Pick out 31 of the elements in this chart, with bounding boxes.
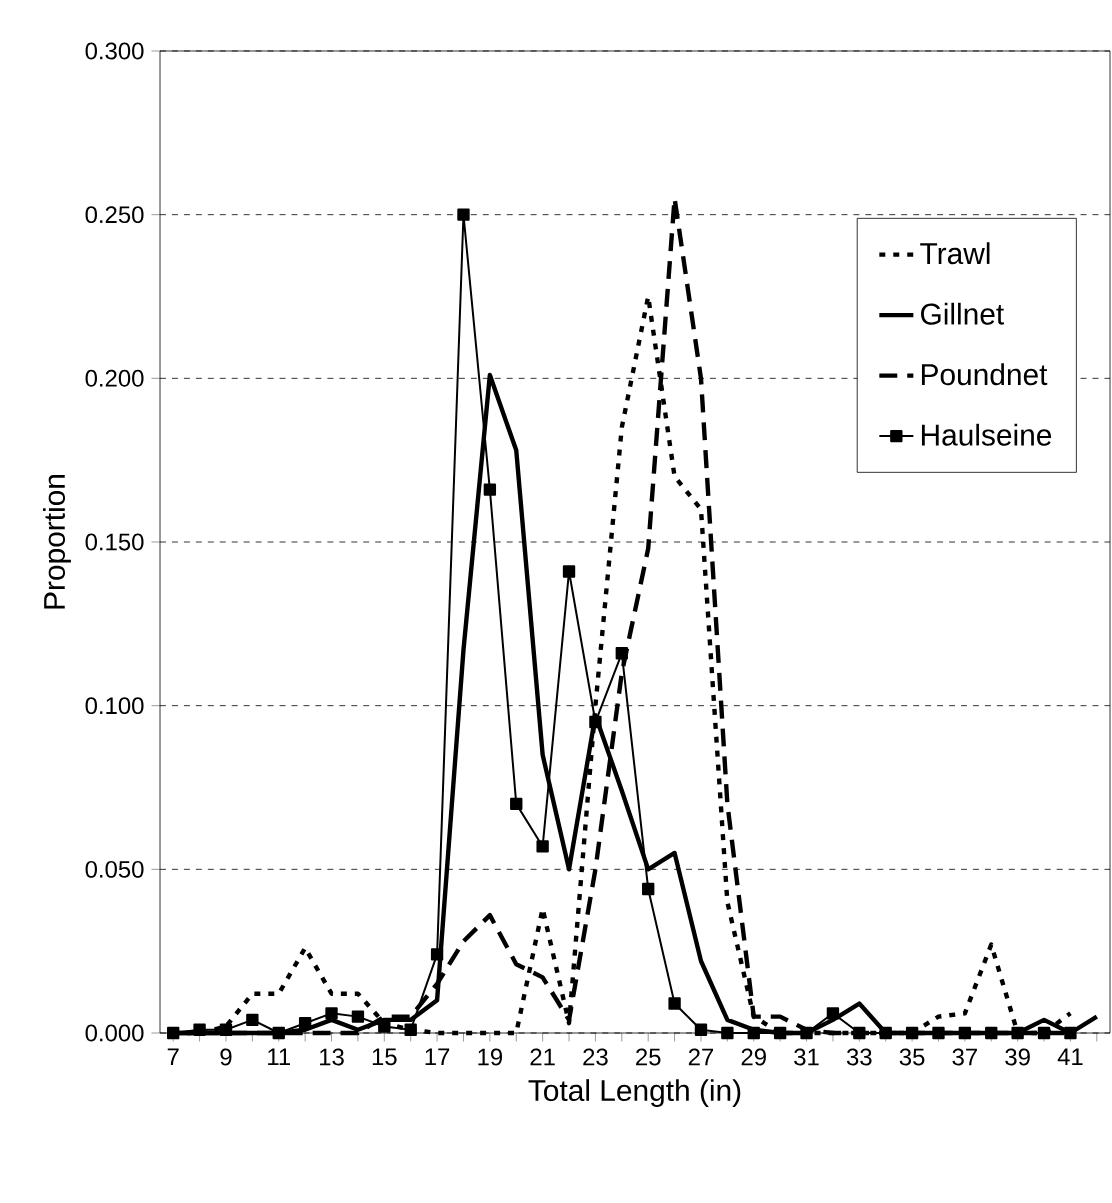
- y-tick-label: 0.050: [85, 860, 144, 878]
- x-tick-label: 25: [636, 1048, 661, 1066]
- x-tick-label: 39: [1005, 1048, 1030, 1066]
- x-tick-label: 19: [478, 1048, 503, 1066]
- x-tick-label: 17: [425, 1048, 450, 1065]
- y-axis-title: Proportion: [43, 475, 71, 609]
- y-tick-label: 0.100: [85, 697, 144, 715]
- y-tick-label: 0.250: [85, 206, 144, 224]
- y-tick-label: 0.300: [85, 42, 144, 60]
- legend-label: Gillnet: [921, 302, 1005, 325]
- y-tick-label: 0.000: [85, 1024, 144, 1042]
- legend-label: Haulseine: [921, 423, 1052, 446]
- x-axis-title: Total Length (in): [528, 1079, 741, 1107]
- x-tick-label: 37: [952, 1048, 977, 1066]
- x-tick-label: 13: [320, 1048, 344, 1066]
- legend-label: Trawl: [920, 242, 990, 265]
- y-tick-label: 0.200: [85, 369, 144, 387]
- x-tick-label: 33: [846, 1048, 872, 1066]
- x-tick-label: 7: [167, 1048, 179, 1065]
- x-tick-label: 21: [530, 1048, 555, 1066]
- x-tick-label: 9: [220, 1048, 232, 1066]
- x-tick-label: 31: [794, 1048, 819, 1066]
- x-tick-label: 35: [899, 1048, 925, 1066]
- x-tick-label: 11: [268, 1048, 290, 1065]
- x-tick-label: 27: [688, 1048, 714, 1066]
- legend-label: Poundnet: [921, 363, 1048, 386]
- y-tick-label: 0.150: [85, 533, 144, 551]
- x-tick-label: 23: [583, 1048, 608, 1066]
- x-tick-label: 15: [372, 1048, 397, 1066]
- x-tick-label: 41: [1057, 1048, 1083, 1065]
- x-tick-label: 29: [741, 1048, 766, 1066]
